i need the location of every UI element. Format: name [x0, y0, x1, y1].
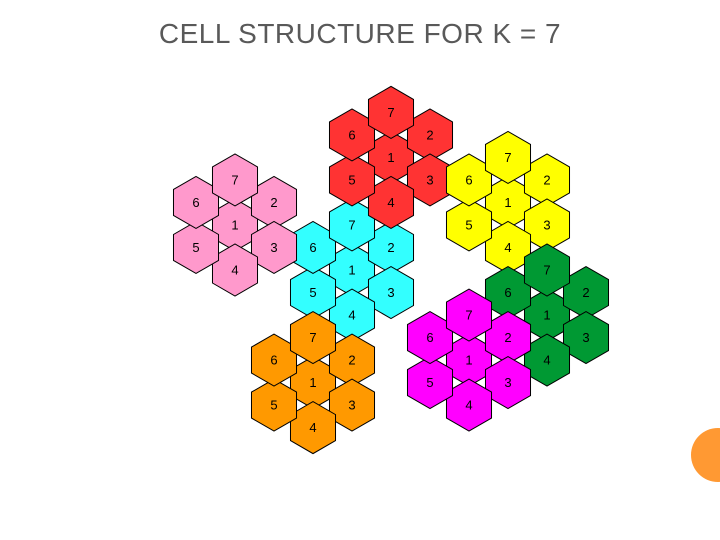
- hex-label-magenta-1: 1: [465, 353, 472, 368]
- hex-label-green-1: 1: [543, 307, 550, 322]
- hex-label-magenta-7: 7: [465, 307, 472, 322]
- hex-label-orange-2: 2: [348, 353, 355, 368]
- hex-label-pink-2: 2: [270, 195, 277, 210]
- hex-label-cyan-3: 3: [387, 285, 394, 300]
- hex-label-magenta-4: 4: [465, 398, 472, 413]
- hex-label-pink-3: 3: [270, 240, 277, 255]
- hex-label-pink-1: 1: [231, 217, 238, 232]
- hex-label-cyan-4: 4: [348, 307, 355, 322]
- hex-label-cyan-5: 5: [309, 285, 316, 300]
- hex-label-red-1: 1: [387, 150, 394, 165]
- hex-label-pink-7: 7: [231, 172, 238, 187]
- hex-label-yellow-3: 3: [543, 217, 550, 232]
- hex-label-orange-1: 1: [309, 375, 316, 390]
- hex-label-orange-7: 7: [309, 330, 316, 345]
- hex-label-pink-4: 4: [231, 262, 238, 277]
- hex-label-red-5: 5: [348, 172, 355, 187]
- hex-label-orange-4: 4: [309, 420, 316, 435]
- hex-label-yellow-1: 1: [504, 195, 511, 210]
- hex-label-yellow-7: 7: [504, 150, 511, 165]
- hex-label-cyan-1: 1: [348, 262, 355, 277]
- hex-label-green-7: 7: [543, 262, 550, 277]
- hex-label-cyan-7: 7: [348, 217, 355, 232]
- hex-label-green-2: 2: [582, 285, 589, 300]
- hex-label-red-6: 6: [348, 127, 355, 142]
- hex-label-yellow-6: 6: [465, 172, 472, 187]
- hex-label-red-7: 7: [387, 105, 394, 120]
- hex-diagram: 1 2 3 4 5 6 7 1 2 3 4 5 6 7 1 2 3 4 5 6 7 1 2 3 4 5 6 7 1 2 3 4 5 6 7 1 2 3 4 5…: [0, 0, 720, 540]
- hex-label-magenta-5: 5: [426, 375, 433, 390]
- hex-label-orange-5: 5: [270, 398, 277, 413]
- hex-label-cyan-6: 6: [309, 240, 316, 255]
- hex-label-yellow-2: 2: [543, 172, 550, 187]
- hex-label-green-4: 4: [543, 353, 550, 368]
- hex-label-magenta-6: 6: [426, 330, 433, 345]
- hex-label-pink-5: 5: [192, 240, 199, 255]
- hex-label-green-3: 3: [582, 330, 589, 345]
- hex-label-yellow-5: 5: [465, 217, 472, 232]
- hex-label-cyan-2: 2: [387, 240, 394, 255]
- hex-label-red-4: 4: [387, 195, 394, 210]
- hex-label-orange-6: 6: [270, 353, 277, 368]
- hex-label-pink-6: 6: [192, 195, 199, 210]
- hex-label-magenta-2: 2: [504, 330, 511, 345]
- hex-label-magenta-3: 3: [504, 375, 511, 390]
- hex-label-orange-3: 3: [348, 398, 355, 413]
- hex-label-green-6: 6: [504, 285, 511, 300]
- hex-label-red-2: 2: [426, 127, 433, 142]
- hex-label-red-3: 3: [426, 172, 433, 187]
- hex-label-yellow-4: 4: [504, 240, 511, 255]
